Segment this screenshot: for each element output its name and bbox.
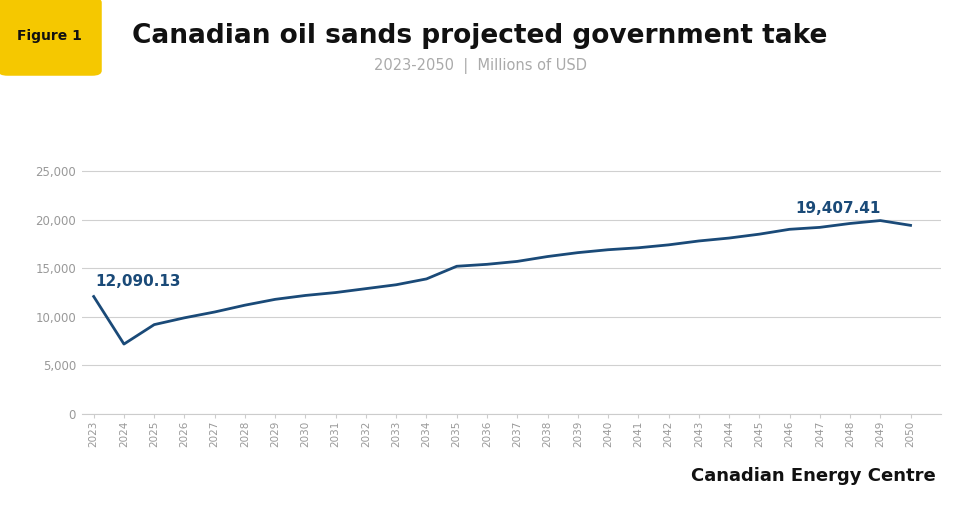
Text: Canadian Energy Centre: Canadian Energy Centre [691,467,936,485]
Text: 19,407.41: 19,407.41 [796,200,881,216]
Text: 12,090.13: 12,090.13 [95,274,180,289]
Text: 2023-2050  |  Millions of USD: 2023-2050 | Millions of USD [373,58,587,74]
Text: Canadian oil sands projected government take: Canadian oil sands projected government … [132,23,828,48]
Text: Figure 1: Figure 1 [17,29,83,43]
